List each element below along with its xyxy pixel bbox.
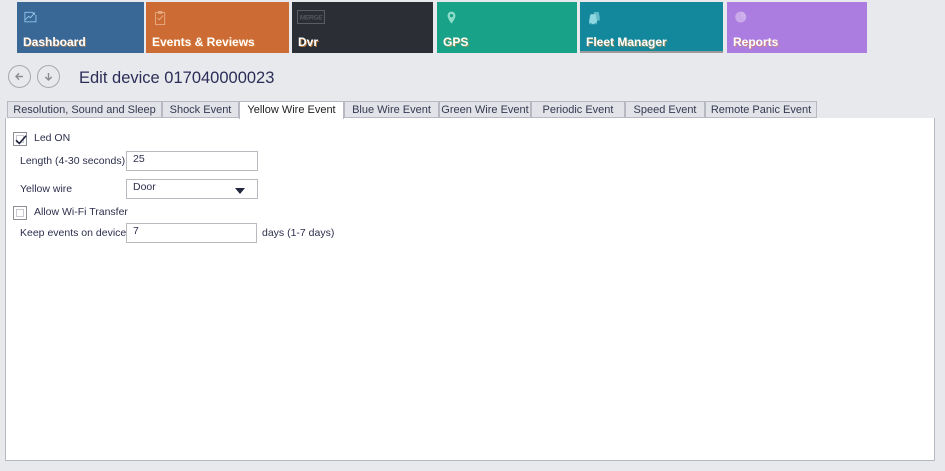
svg-text:MERGE: MERGE <box>300 14 324 21</box>
